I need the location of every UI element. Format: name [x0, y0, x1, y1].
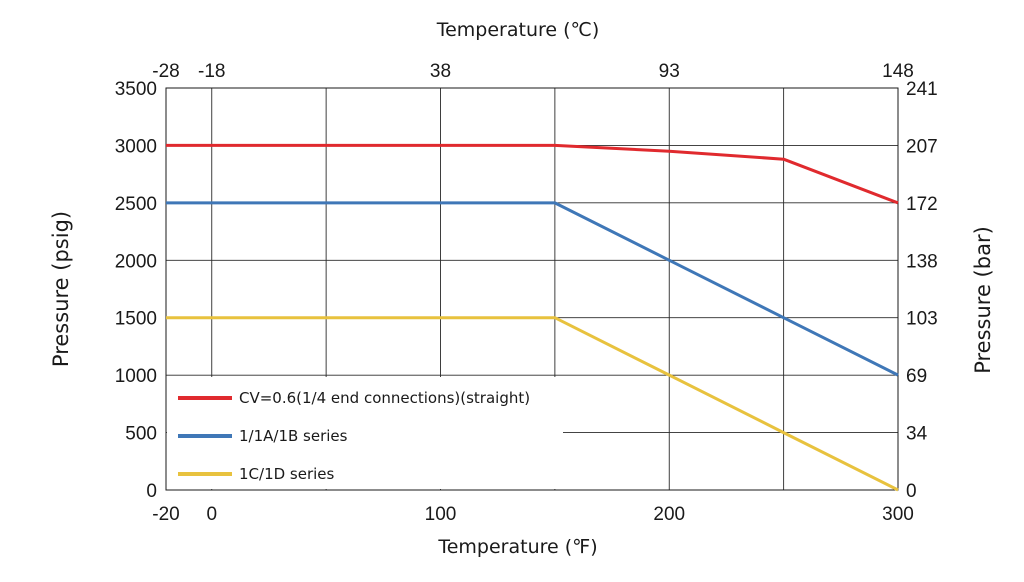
plot-area-frame [165, 87, 899, 491]
y-tick-label-left: 3000 [115, 136, 157, 157]
y-tick-label-left: 1500 [115, 309, 157, 330]
legend-background [167, 377, 563, 489]
tick-labels: 0500100015002000250030003500034691031381… [115, 61, 938, 525]
x-tick-label-top: 93 [659, 61, 680, 82]
x-tick-label-top: -18 [198, 61, 225, 82]
series-lines [166, 143, 899, 492]
y-tick-label-left: 2500 [115, 194, 157, 215]
legend-label-2: 1/1A/1B series [239, 427, 348, 445]
y-tick-label-right: 241 [906, 79, 938, 100]
x-tick-label-bottom: 200 [653, 504, 685, 525]
y-axis-title-left: Pressure (psig) [49, 211, 73, 367]
y-tick-label-left: 3500 [115, 79, 157, 100]
legend: CV=0.6(1/4 end connections)(straight) 1/1… [167, 377, 563, 489]
x-axis-title-bottom: Temperature (℉) [437, 536, 597, 558]
y-tick-label-right: 0 [906, 481, 917, 502]
y-tick-label-right: 103 [906, 309, 938, 330]
legend-label-3: 1C/1D series [239, 465, 335, 483]
legend-label-1: CV=0.6(1/4 end connections)(straight) [239, 389, 530, 407]
y-tick-label-right: 172 [906, 194, 938, 215]
x-tick-label-top: -28 [152, 61, 179, 82]
y-tick-label-right: 207 [906, 136, 938, 157]
y-tick-label-right: 138 [906, 251, 938, 272]
x-tick-label-bottom: 100 [425, 504, 457, 525]
y-tick-label-left: 1000 [115, 366, 157, 387]
x-tick-label-bottom: 300 [882, 504, 914, 525]
y-tick-label-left: 500 [125, 424, 157, 445]
x-tick-label-top: 38 [430, 61, 451, 82]
series-line-1 [166, 143, 899, 205]
x-tick-label-bottom: 0 [206, 504, 217, 525]
series-line-2 [166, 201, 899, 377]
x-tick-label-top: 148 [882, 61, 914, 82]
y-tick-label-left: 0 [146, 481, 157, 502]
y-axis-title-right: Pressure (bar) [971, 226, 995, 374]
x-tick-label-bottom: -20 [152, 504, 179, 525]
y-tick-label-right: 34 [906, 424, 928, 445]
series-line-3 [166, 316, 899, 492]
y-tick-label-right: 69 [906, 366, 927, 387]
y-tick-label-left: 2000 [115, 251, 157, 272]
x-axis-title-top: Temperature (℃) [436, 19, 600, 41]
